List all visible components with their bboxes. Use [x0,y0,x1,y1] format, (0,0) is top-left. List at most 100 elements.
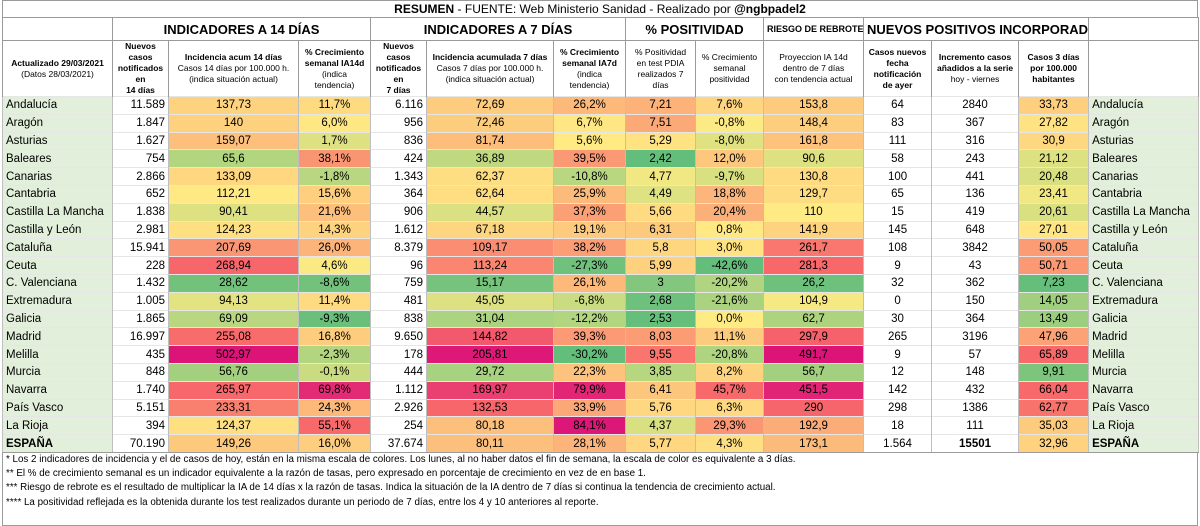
cell-c3: 20,61 [1018,202,1090,222]
cell-ia7: 113,24 [426,256,554,275]
cell-c7: 364 [370,184,427,204]
cell-gpos: -42,6% [695,256,765,275]
footnote: *** Riesgo de rebrote es el resultado de… [6,482,776,494]
cell-gpos: -8,0% [695,131,765,150]
cell-g14: 14,3% [298,220,371,239]
table-row: Extremadura 1.005 94,13 11,4% 481 45,05 -6,8% 2… [2,291,1200,311]
table-row: Ceuta 228 268,94 4,6% 96 113,24 -27,3% 5,99 -42,… [2,256,1200,275]
cell-inc: 243 [931,149,1020,168]
cell-c14: 1.865 [112,309,169,328]
cell-c3: 62,77 [1018,398,1090,417]
region-name: Galicia [2,309,113,328]
cell-proy: 297,9 [763,327,865,346]
cell-proy: 491,7 [763,345,865,364]
cell-ia14: 255,08 [168,327,299,346]
region-name: Navarra [2,380,113,400]
cell-ia7: 132,53 [426,398,554,417]
cell-inc: 148 [931,362,1020,382]
cell-c3: 13,49 [1018,309,1090,328]
cell-ia7: 44,57 [426,202,554,222]
cell-c14: 1.740 [112,380,169,400]
hdr-casos-7d: Nuevos casos notificados en 7 días [370,40,427,97]
region-name-right: Madrid [1088,327,1200,346]
cell-pos: 2,53 [625,309,697,328]
footnote: ** El % de crecimiento semanal es un ind… [6,468,646,480]
cell-ia14: 56,76 [168,362,299,382]
cell-c3: 27,82 [1018,113,1090,133]
cell-g7: -12,2% [552,309,627,328]
region-name-right: Aragón [1088,113,1200,133]
cell-gpos: 7,6% [695,96,765,115]
cell-ia7: 109,17 [426,238,554,257]
cell-g7: 28,1% [552,434,627,453]
cell-g14: 6,0% [298,113,371,133]
cell-g7: -27,3% [552,256,627,275]
cell-inc: 364 [931,309,1020,328]
cell-gpos: 18,8% [695,184,765,204]
cell-pos: 9,55 [625,345,697,364]
cell-proy: 129,7 [763,184,865,204]
cell-ia7: 81,74 [426,131,554,150]
cell-ia7: 80,18 [426,416,554,435]
region-name-right: Castilla y León [1088,220,1200,239]
table-row: C. Valenciana 1.432 28,62 -8,6% 759 15,17 26,1… [2,273,1200,293]
table-row: Murcia 848 56,76 -0,1% 444 29,72 22,3% 3,85 8,2%… [2,362,1200,382]
cell-ia14: 124,37 [168,416,299,435]
region-name: Extremadura [2,291,113,311]
cell-inc: 362 [931,273,1020,293]
cell-c7: 956 [370,113,427,133]
cell-pos: 8,03 [625,327,697,346]
hdr-incremento: Incremento casos añadidos a la serie hoy -… [931,40,1020,97]
table-row: Baleares 754 65,6 38,1% 424 36,89 39,5% 2,42 12,… [2,149,1200,168]
cell-c3: 23,41 [1018,184,1090,204]
group-14d: INDICADORES A 14 DÍAS [112,17,371,41]
table-row: Cataluña 15.941 207,69 26,0% 8.379 109,17 38,2… [2,238,1200,257]
cell-c7: 6.116 [370,96,427,115]
cell-c14: 16.997 [112,327,169,346]
region-name: Madrid [2,327,113,346]
cell-gpos: -21,6% [695,291,765,311]
cell-pos: 5,29 [625,131,697,150]
cell-g14: 26,0% [298,238,371,257]
cell-proy: 104,9 [763,291,865,311]
cell-g7: 37,3% [552,202,627,222]
cell-inc: 3196 [931,327,1020,346]
cell-pos: 2,42 [625,149,697,168]
cell-ayer: 298 [863,398,933,417]
cell-inc: 15501 [931,434,1020,453]
cell-c7: 759 [370,273,427,293]
cell-g14: 4,6% [298,256,371,275]
hdr-crec-ia7: % Crecimiento semanal IA7d (indica tendenc… [552,40,627,97]
table-row: Galicia 1.865 69,09 -9,3% 838 31,04 -12,2% 2,53… [2,309,1200,328]
cell-g7: 79,9% [552,380,627,400]
region-name-right: Baleares [1088,149,1200,168]
cell-pos: 4,37 [625,416,697,435]
cell-ia14: 140 [168,113,299,133]
cell-c14: 652 [112,184,169,204]
cell-ia7: 72,69 [426,96,554,115]
cell-g7: 39,5% [552,149,627,168]
cell-g7: 22,3% [552,362,627,382]
cell-pos: 3 [625,273,697,293]
cell-c3: 66,04 [1018,380,1090,400]
table-row: Castilla y León 2.981 124,23 14,3% 1.612 67,1… [2,220,1200,239]
cell-pos: 5,8 [625,238,697,257]
cell-c7: 1.612 [370,220,427,239]
cell-pos: 5,99 [625,256,697,275]
cell-c3: 21,12 [1018,149,1090,168]
cell-inc: 111 [931,416,1020,435]
cell-ia7: 15,17 [426,273,554,293]
cell-c7: 178 [370,345,427,364]
cell-gpos: 3,0% [695,238,765,257]
cell-ia7: 36,89 [426,149,554,168]
cell-proy: 451,5 [763,380,865,400]
cell-pos: 7,51 [625,113,697,133]
cell-inc: 367 [931,113,1020,133]
cell-proy: 153,8 [763,96,865,115]
cell-gpos: 8,2% [695,362,765,382]
cell-c14: 1.627 [112,131,169,150]
cell-proy: 290 [763,398,865,417]
region-name-right: Cataluña [1088,238,1200,257]
cell-pos: 4,77 [625,167,697,186]
cell-c3: 65,89 [1018,345,1090,364]
